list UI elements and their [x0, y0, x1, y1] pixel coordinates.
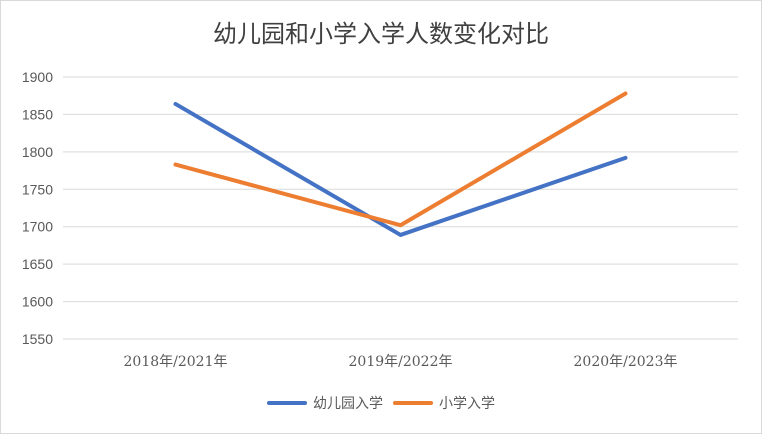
y-tick-label: 1550	[22, 331, 53, 347]
series-line-0	[173, 101, 628, 237]
y-tick-label: 1700	[22, 219, 53, 235]
y-tick-label: 1650	[22, 256, 53, 272]
legend-swatch	[393, 401, 433, 405]
legend-item-kindergarten: 幼儿园入学	[267, 393, 383, 413]
chart-title: 幼儿园和小学入学人数变化对比	[213, 20, 549, 48]
legend-label: 幼儿园入学	[313, 396, 383, 412]
x-tick-label: 2019年/2022年	[349, 354, 453, 370]
legend: 幼儿园入学 小学入学	[0, 393, 762, 413]
legend-item-primary: 小学入学	[393, 393, 495, 413]
y-tick-label: 1800	[22, 144, 53, 160]
legend-label: 小学入学	[439, 396, 495, 412]
y-tick-label: 1750	[22, 181, 53, 197]
y-tick-label: 1850	[22, 106, 53, 122]
series-line-1	[173, 91, 628, 228]
y-tick-label: 1900	[22, 69, 53, 85]
y-tick-label: 1600	[22, 294, 53, 310]
x-tick-label: 2020年/2023年	[574, 354, 678, 370]
legend-swatch	[267, 401, 307, 405]
x-tick-label: 2018年/2021年	[124, 354, 228, 370]
